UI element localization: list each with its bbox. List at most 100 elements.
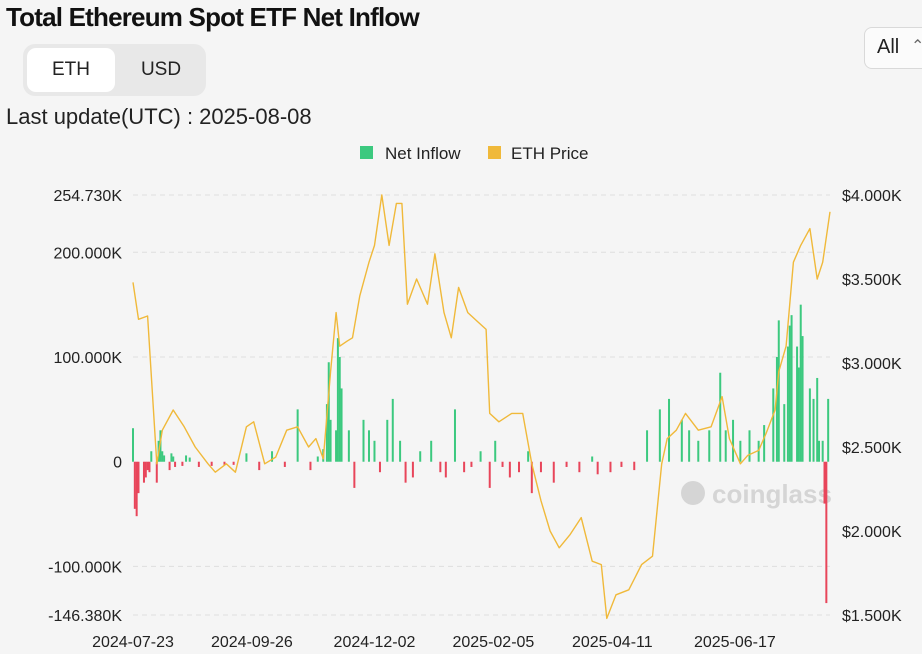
inflow-bar	[210, 461, 213, 466]
inflow-bar	[724, 430, 727, 462]
inflow-bar	[232, 461, 235, 465]
inflow-bar	[391, 398, 394, 462]
inflow-bar	[168, 461, 171, 471]
inflow-bar	[797, 367, 800, 462]
inflow-bar	[596, 461, 599, 475]
inflow-bar	[245, 453, 248, 462]
legend-swatch-eth-price	[488, 146, 501, 159]
inflow-bar	[148, 461, 151, 473]
inflow-bar	[347, 430, 350, 462]
inflow-bar	[329, 419, 332, 462]
inflow-bar	[419, 451, 422, 462]
inflow-bar	[336, 338, 339, 462]
inflow-bar	[146, 461, 149, 471]
inflow-bar	[633, 461, 636, 471]
inflow-bar	[790, 315, 793, 462]
watermark-text: coinglass	[712, 479, 832, 509]
inflow-bar	[463, 461, 466, 473]
inflow-bar	[565, 461, 568, 467]
coinglass-logo-icon	[681, 481, 705, 505]
inflow-bar	[488, 461, 491, 488]
inflow-bar	[325, 404, 328, 462]
x-tick-label: 2025-04-11	[572, 634, 653, 651]
inflow-bar	[362, 419, 365, 462]
legend-label-eth-price: ETH Price	[511, 144, 588, 163]
inflow-bar	[453, 409, 456, 462]
inflow-bar	[470, 461, 473, 467]
inflow-bar	[316, 456, 319, 462]
x-tick-label: 2025-02-05	[452, 634, 534, 651]
inflow-bar	[399, 440, 402, 462]
inflow-bar	[378, 461, 381, 473]
y-left-tick-label: 0	[113, 455, 122, 472]
y-right-tick-label: $4.000K	[842, 188, 902, 205]
inflow-bar	[163, 455, 166, 462]
y-right-tick-label: $3.500K	[842, 272, 902, 289]
inflow-bar	[708, 430, 711, 462]
inflow-bar	[271, 451, 274, 462]
x-tick-label: 2024-09-26	[211, 634, 293, 651]
inflow-bar	[658, 409, 661, 462]
inflow-bar	[430, 440, 433, 462]
inflow-bar	[185, 455, 188, 462]
inflow-bar	[777, 320, 780, 462]
inflow-bar	[386, 419, 389, 462]
inflow-bar	[172, 456, 175, 462]
x-tick-label: 2025-06-17	[694, 634, 776, 651]
inflow-bar	[680, 419, 683, 462]
inflow-bar	[258, 461, 261, 471]
inflow-bar	[732, 419, 735, 462]
y-left-tick-label: -146.380K	[48, 608, 122, 625]
y-left-tick-label: 100.000K	[53, 350, 122, 367]
inflow-bar	[748, 430, 751, 462]
chevron-updown-icon: ⌃	[911, 38, 922, 55]
inflow-bar	[338, 357, 341, 462]
inflow-bar	[340, 388, 343, 462]
inflow-bar	[501, 461, 504, 467]
inflow-bar	[620, 461, 623, 467]
last-update-value: 2025-08-08	[199, 104, 312, 129]
inflow-bar	[812, 398, 815, 462]
inflow-bar	[609, 461, 612, 473]
inflow-bar	[137, 461, 140, 494]
inflow-bar	[783, 404, 786, 462]
inflow-bar	[181, 461, 184, 466]
inflow-bar	[170, 453, 173, 462]
legend-label-net-inflow: Net Inflow	[385, 144, 461, 163]
inflow-bar	[494, 440, 497, 462]
inflow-bar	[444, 461, 447, 478]
inflow-bar	[518, 461, 521, 473]
inflow-bar	[816, 377, 819, 462]
inflow-bar	[739, 440, 742, 462]
inflow-bar	[144, 461, 147, 478]
time-range-select[interactable]: All ⌃	[864, 27, 922, 69]
inflow-bar	[823, 461, 826, 504]
inflow-bar	[591, 456, 594, 462]
inflow-bar	[578, 461, 581, 473]
page-title: Total Ethereum Spot ETF Net Inflow	[6, 2, 420, 32]
inflow-bar	[159, 430, 162, 462]
y-right-tick-label: $3.000K	[842, 356, 902, 373]
inflow-bar	[335, 430, 338, 462]
inflow-bar	[508, 461, 511, 478]
inflow-bar	[132, 428, 134, 462]
inflow-bar	[757, 440, 760, 462]
inflow-bar	[309, 461, 312, 471]
inflow-bar	[479, 451, 482, 462]
inflow-bar	[827, 398, 830, 462]
eth-toggle-button[interactable]: ETH	[27, 48, 115, 92]
x-tick-label: 2024-07-23	[92, 634, 174, 651]
legend-swatch-net-inflow	[360, 146, 373, 159]
last-update-label: Last update(UTC) :	[6, 104, 194, 129]
inflow-bar	[135, 461, 138, 517]
inflow-bar	[763, 425, 766, 462]
inflow-bar	[799, 304, 802, 462]
inflow-bar	[552, 461, 555, 483]
inflow-bar	[373, 440, 376, 462]
inflow-bar	[668, 398, 671, 462]
inflow-bar	[646, 430, 649, 462]
y-left-tick-label: 254.730K	[53, 188, 122, 205]
inflow-bar	[539, 461, 542, 473]
usd-toggle-button[interactable]: USD	[140, 59, 182, 80]
inflow-bar	[719, 372, 722, 462]
